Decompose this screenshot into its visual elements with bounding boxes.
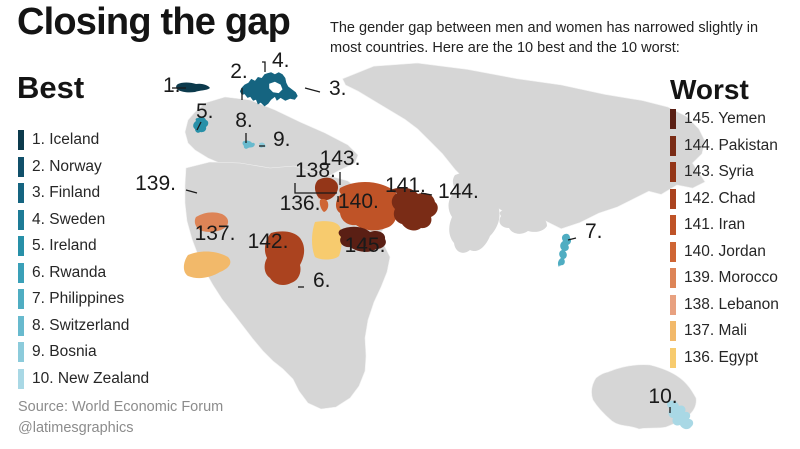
svg-text:7.: 7. <box>585 220 603 243</box>
svg-text:140.: 140. <box>338 190 379 213</box>
svg-text:8.: 8. <box>235 109 253 132</box>
svg-text:141.: 141. <box>385 174 426 197</box>
svg-text:4.: 4. <box>272 49 290 72</box>
svg-text:6.: 6. <box>313 269 331 292</box>
svg-text:9.: 9. <box>273 128 291 151</box>
svg-text:5.: 5. <box>196 100 214 123</box>
svg-text:144.: 144. <box>438 180 479 203</box>
svg-text:2.: 2. <box>230 60 248 83</box>
svg-text:137.: 137. <box>195 222 236 245</box>
svg-text:10.: 10. <box>648 385 677 408</box>
svg-text:3.: 3. <box>329 77 347 100</box>
svg-text:1.: 1. <box>163 74 181 97</box>
svg-text:145.: 145. <box>345 234 386 257</box>
svg-text:136.: 136. <box>280 192 321 215</box>
svg-text:142.: 142. <box>248 230 289 253</box>
svg-text:138.: 138. <box>295 159 336 182</box>
